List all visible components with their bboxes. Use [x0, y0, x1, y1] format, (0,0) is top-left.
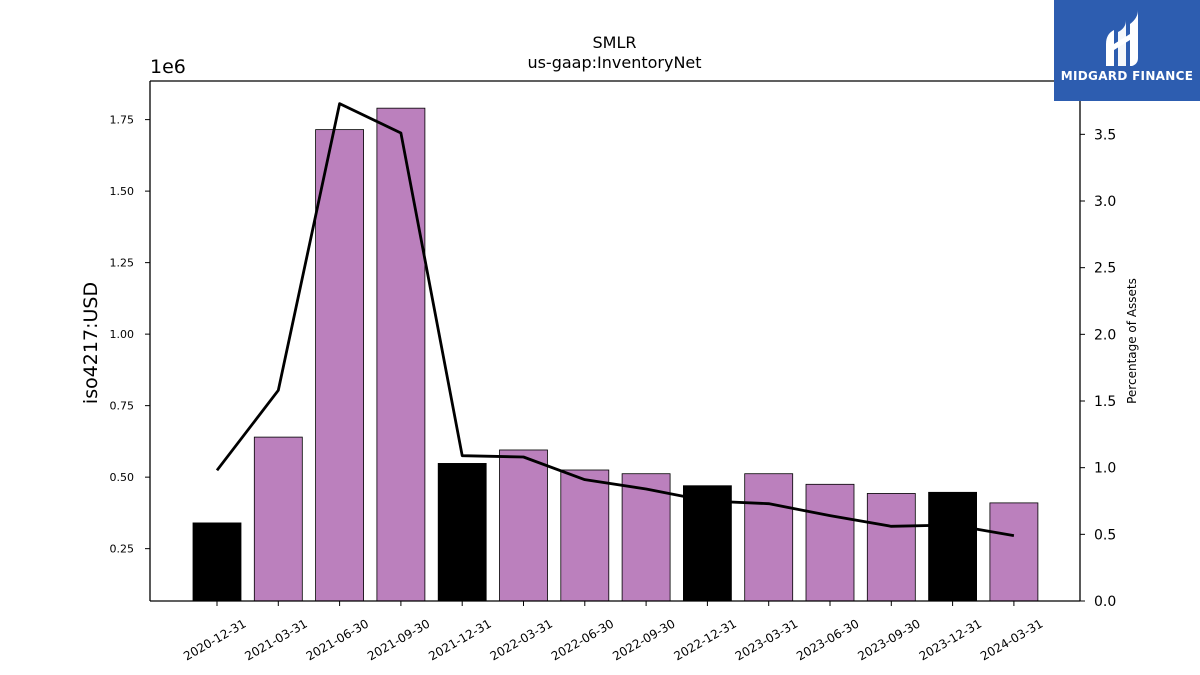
bar	[376, 107, 426, 602]
logo-text: MIDGARD FINANCE	[1060, 69, 1194, 83]
x-tick-label: 2021-03-31	[242, 616, 309, 663]
bar	[805, 483, 855, 602]
y-tick-label: 1.75	[110, 114, 135, 127]
brand-logo: MIDGARD FINANCE	[1054, 0, 1200, 101]
y-tick-label: 1.25	[110, 257, 135, 270]
x-tick-label: 2022-03-31	[488, 616, 555, 663]
y2-tick-label: 3.5	[1094, 127, 1116, 143]
x-tick-label: 2021-06-30	[304, 616, 371, 663]
chart-subtitle: us-gaap:InventoryNet	[527, 53, 702, 72]
bar	[744, 473, 794, 602]
y2-tick-label: 1.5	[1094, 394, 1116, 410]
x-tick-label: 2023-03-31	[733, 616, 800, 663]
y2-tick-label: 1.0	[1094, 461, 1116, 477]
bar	[989, 502, 1039, 602]
y2-tick-label: 2.5	[1094, 261, 1116, 277]
bar	[437, 463, 487, 602]
bar	[192, 522, 242, 602]
x-tick-label: 2023-09-30	[855, 616, 922, 663]
y-axis-scale-label: 1e6	[150, 56, 186, 78]
y-tick-label: 0.75	[110, 400, 135, 413]
chart-title: SMLR	[592, 33, 637, 52]
x-tick-label: 2023-12-31	[917, 616, 984, 663]
y-tick-label: 0.50	[110, 471, 135, 484]
bar	[560, 469, 610, 602]
x-tick-label: 2022-06-30	[549, 616, 616, 663]
x-tick-label: 2021-12-31	[426, 616, 493, 663]
logo-mark-icon	[1106, 10, 1138, 66]
bar	[621, 473, 671, 602]
y2-tick-label: 3.0	[1094, 194, 1116, 210]
bar	[253, 436, 303, 602]
percentage-line	[215, 102, 1015, 538]
x-tick-label: 2024-03-31	[978, 616, 1045, 663]
y2-tick-label: 0.0	[1094, 594, 1116, 610]
y-tick-label: 1.00	[110, 328, 135, 341]
y-tick-label: 0.25	[110, 543, 135, 556]
bar	[499, 449, 548, 602]
y-tick-label: 1.50	[110, 185, 135, 198]
bar	[928, 491, 977, 602]
y2-tick-label: 2.0	[1094, 327, 1116, 343]
x-tick-label: 2020-12-31	[181, 616, 248, 663]
x-tick-label: 2022-12-31	[671, 616, 738, 663]
bar	[315, 129, 365, 602]
bar	[866, 493, 916, 602]
x-tick-label: 2022-09-30	[610, 616, 677, 663]
x-tick-label: 2023-06-30	[794, 616, 861, 663]
y2-tick-label: 0.5	[1094, 527, 1116, 543]
x-tick-label: 2021-09-30	[365, 616, 432, 663]
